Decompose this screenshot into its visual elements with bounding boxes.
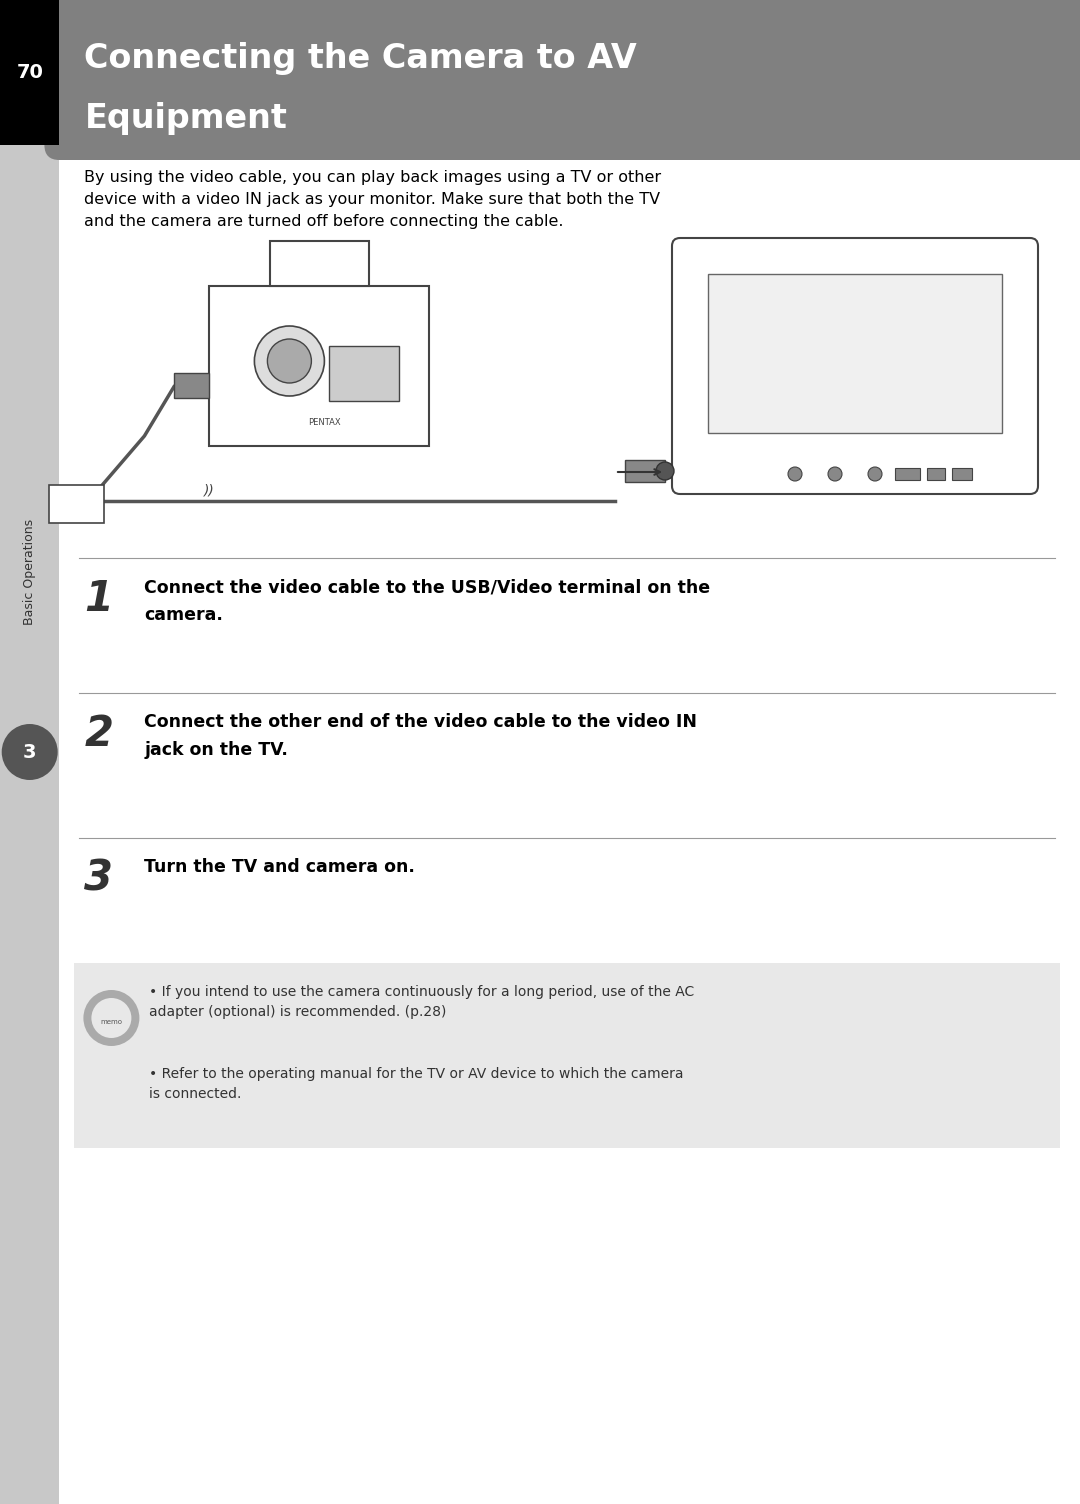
Text: • If you intend to use the camera continuously for a long period, use of the AC
: • If you intend to use the camera contin… [149, 985, 694, 1020]
Text: Equipment: Equipment [84, 102, 287, 135]
Bar [951, 468, 972, 480]
Circle shape [828, 468, 842, 481]
Bar [708, 274, 1002, 433]
Text: PENTAX: PENTAX [308, 418, 340, 427]
Bar [329, 346, 400, 402]
Text: )): )) [204, 484, 215, 498]
Bar [50, 484, 105, 523]
Text: 70: 70 [16, 63, 43, 83]
Text: Connecting the Camera to AV: Connecting the Camera to AV [84, 42, 637, 75]
Text: Basic Operations: Basic Operations [23, 519, 37, 624]
Text: 1: 1 [84, 578, 113, 620]
Bar [210, 286, 430, 447]
Bar [895, 468, 920, 480]
Text: 3: 3 [84, 857, 113, 899]
Bar [270, 241, 369, 286]
Text: 2: 2 [84, 713, 113, 755]
FancyBboxPatch shape [44, 0, 1080, 159]
Bar [927, 468, 945, 480]
Text: Turn the TV and camera on.: Turn the TV and camera on. [145, 857, 416, 875]
Text: By using the video cable, you can play back images using a TV or other
device wi: By using the video cable, you can play b… [84, 170, 662, 230]
Circle shape [868, 468, 882, 481]
Bar [625, 460, 665, 481]
Circle shape [788, 468, 802, 481]
Circle shape [656, 462, 674, 480]
Bar [0, 0, 59, 144]
Text: • Refer to the operating manual for the TV or AV device to which the camera
is c: • Refer to the operating manual for the … [149, 1066, 684, 1101]
Text: memo: memo [100, 1020, 122, 1026]
Circle shape [92, 999, 132, 1038]
Text: 3: 3 [23, 743, 37, 761]
FancyBboxPatch shape [672, 238, 1038, 493]
Bar [75, 963, 1059, 1148]
Bar [0, 0, 59, 1504]
Circle shape [255, 326, 324, 396]
Circle shape [83, 990, 139, 1045]
Text: Connect the other end of the video cable to the video IN
jack on the TV.: Connect the other end of the video cable… [145, 713, 698, 760]
Text: Connect the video cable to the USB/Video terminal on the
camera.: Connect the video cable to the USB/Video… [145, 578, 711, 624]
Bar [174, 373, 210, 399]
Circle shape [2, 723, 57, 781]
Circle shape [268, 338, 311, 384]
